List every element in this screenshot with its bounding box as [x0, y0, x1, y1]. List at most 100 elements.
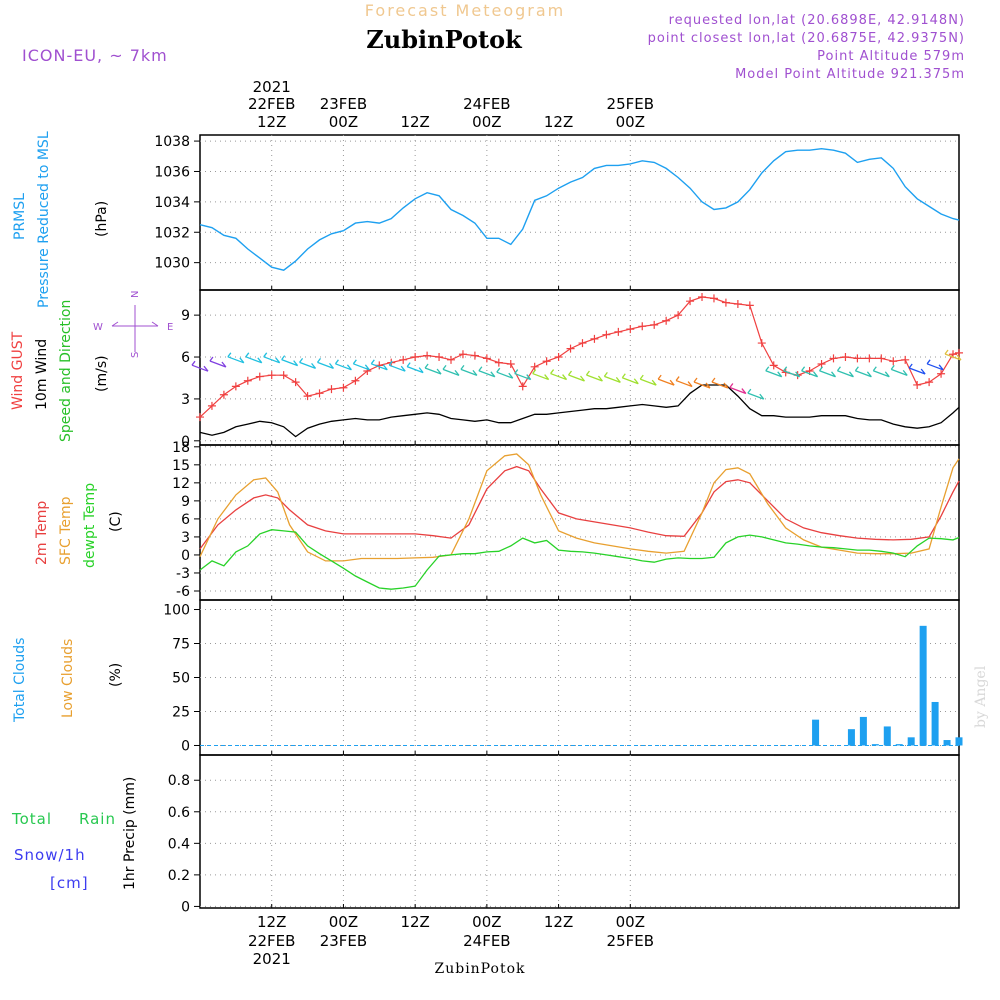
wind-direction-arrow	[819, 366, 837, 378]
gust-marker	[339, 383, 348, 392]
gust-marker	[614, 327, 623, 336]
y-tick-label: 1032	[154, 225, 190, 241]
gust-marker	[955, 348, 963, 357]
wind-direction-arrow	[460, 364, 478, 376]
wind-direction-arrow	[406, 362, 424, 374]
gust-marker	[482, 354, 491, 363]
bottom-axis-day: 22FEB	[248, 932, 295, 950]
wind-direction-arrow	[567, 370, 586, 382]
top-axis-day: 25FEB	[607, 95, 654, 113]
compass-n: N	[130, 291, 141, 298]
gust-marker	[518, 382, 527, 391]
compass-e: E	[167, 322, 173, 333]
gust-marker	[470, 351, 479, 360]
cloud-bar	[919, 625, 927, 746]
y-tick-label: 0	[181, 434, 190, 450]
gust-marker	[889, 357, 898, 366]
y-tick-label: 1030	[154, 256, 190, 272]
temp-line-2	[199, 529, 960, 590]
y-tick-label: 9	[181, 308, 190, 324]
gust-marker	[829, 354, 838, 363]
y-tick-label: 18	[172, 440, 190, 456]
precip-total-label: Total	[11, 810, 52, 828]
panel-frame-pressure	[199, 134, 960, 291]
bottom-axis-day: 24FEB	[463, 932, 510, 950]
cloud-bar	[931, 701, 939, 746]
wind-direction-arrow	[801, 366, 819, 378]
gust-marker	[853, 354, 862, 363]
gust-marker	[638, 322, 647, 331]
bottom-axis-hour: 12Z	[544, 913, 573, 931]
wind-speed-line	[199, 384, 960, 438]
cloud-bar	[955, 737, 963, 746]
wind-direction-arrow	[532, 369, 550, 381]
top-axis-hour: 00Z	[616, 113, 645, 131]
gust-marker	[267, 371, 276, 380]
gust-marker	[745, 301, 754, 310]
wind-direction-arrow	[281, 355, 299, 367]
temp-label-sfc: SFC Temp	[58, 496, 74, 565]
gust-marker	[207, 401, 216, 410]
wind-direction-arrow	[872, 366, 890, 378]
wind-direction-arrow	[657, 374, 675, 386]
chart-title: Forecast Meteogram	[365, 1, 565, 20]
panel-precip	[194, 754, 960, 909]
gust-marker	[626, 325, 635, 334]
pressure-units: (hPa)	[94, 201, 110, 237]
wind-direction-arrow	[191, 360, 209, 372]
gust-marker	[662, 316, 671, 325]
wind-direction-arrow	[245, 352, 263, 364]
y-tick-label: 0	[181, 738, 190, 754]
wind-direction-arrow	[783, 366, 801, 378]
gust-marker	[255, 372, 264, 381]
cloud-bar	[895, 744, 903, 746]
cloud-bar	[883, 726, 891, 746]
gust-marker	[411, 353, 420, 362]
credit: by Angel	[973, 665, 989, 728]
y-tick-label: 12	[172, 476, 190, 492]
top-axis-day: 23FEB	[320, 95, 367, 113]
wind-direction-arrow	[299, 358, 317, 370]
bottom-axis-year: 2021	[253, 950, 291, 968]
gust-marker	[590, 334, 599, 343]
temp-label-2m: 2m Temp	[34, 501, 50, 565]
cloud-bar	[847, 729, 855, 746]
top-axis-hour: 12Z	[400, 113, 429, 131]
wind-direction-arrow	[209, 356, 227, 368]
y-tick-label: 0.2	[168, 868, 190, 884]
wind-direction-arrow	[496, 367, 514, 379]
y-tick-label: -3	[176, 566, 190, 582]
bottom-axis-hour: 12Z	[257, 913, 286, 931]
gust-marker	[901, 355, 910, 364]
top-axis-year: 2021	[253, 78, 291, 96]
top-axis-day: 24FEB	[463, 95, 510, 113]
temp-line-0	[199, 465, 960, 550]
wind-direction-arrow	[908, 363, 926, 375]
wind-direction-arrow	[478, 366, 496, 378]
temp-label-dewpt: dewpt Temp	[82, 483, 98, 568]
gust-marker	[841, 353, 850, 362]
y-tick-label: 100	[163, 603, 190, 619]
gust-marker	[219, 390, 228, 399]
cloud-bar	[812, 719, 820, 746]
y-tick-label: 25	[172, 704, 190, 720]
gust-marker	[554, 353, 563, 362]
top-axis-hour: 00Z	[329, 113, 358, 131]
gust-marker	[327, 385, 336, 394]
gust-marker	[447, 355, 456, 364]
bottom-axis-day: 25FEB	[607, 932, 654, 950]
point-altitude: Point Altitude 579m	[817, 49, 965, 64]
wind-direction-arrow	[316, 358, 335, 370]
cloud-bar	[907, 737, 915, 746]
total-clouds-label: Total Clouds	[12, 638, 28, 723]
panel-clouds	[194, 599, 963, 756]
bottom-axis-day: 23FEB	[320, 932, 367, 950]
wind-direction-arrow	[639, 374, 657, 386]
gust-marker	[757, 339, 766, 348]
precip-rain-label: Rain	[79, 810, 116, 828]
wind-direction-arrow	[711, 377, 729, 389]
wind-direction-arrow	[227, 352, 245, 364]
gust-marker	[566, 344, 575, 353]
gust-marker	[423, 351, 432, 360]
